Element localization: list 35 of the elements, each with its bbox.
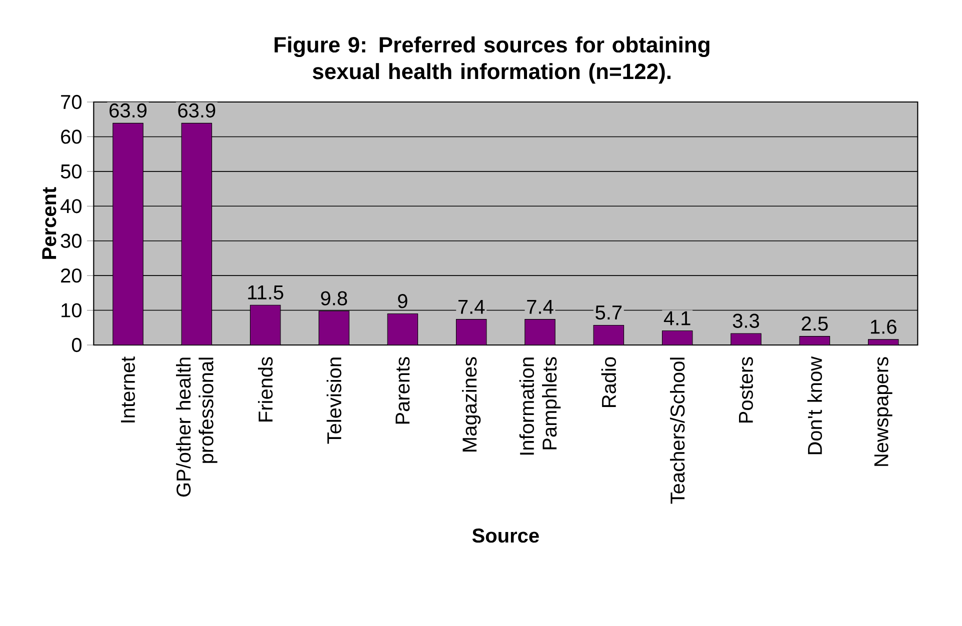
data-label: 2.5 xyxy=(802,316,828,331)
y-tick-label: 20 xyxy=(61,268,82,283)
data-label: 7.4 xyxy=(458,300,485,314)
data-label: 5.7 xyxy=(596,306,622,320)
data-label: 11.5 xyxy=(248,286,284,300)
data-label: 3.3 xyxy=(732,314,760,328)
x-tick-label: Posters xyxy=(739,357,753,423)
x-tick-label: Television xyxy=(326,358,342,444)
x-tick-label: Friends xyxy=(258,357,273,422)
x-tick-label: Radio xyxy=(601,357,616,408)
x-tick-label: Information Pamphlets xyxy=(519,357,561,455)
y-tick-label: 60 xyxy=(61,130,82,144)
y-tick-label: 10 xyxy=(62,303,82,318)
data-label: 63.9 xyxy=(110,103,147,118)
chart-title: Figure 9: Preferred sources for obtaining sexual health information (n=122). xyxy=(274,36,710,84)
data-label: 63.9 xyxy=(178,103,216,118)
y-axis-title: Percent xyxy=(42,187,56,259)
x-tick-label: Internet xyxy=(121,356,135,422)
y-tick-label: 0 xyxy=(72,338,82,352)
x-tick-label: Teachers/School xyxy=(670,358,685,504)
data-label: 4.1 xyxy=(664,311,690,326)
y-tick-label: 40 xyxy=(60,199,82,214)
y-tick-label: 70 xyxy=(61,94,82,110)
data-label: 7.4 xyxy=(527,300,554,314)
data-label: 9 xyxy=(398,294,408,308)
data-label: 9.8 xyxy=(321,291,348,306)
x-tick-label: Don't know xyxy=(807,356,822,454)
x-tick-label: Parents xyxy=(396,357,410,424)
y-tick-label: 30 xyxy=(60,234,82,248)
x-axis-title: Source xyxy=(472,528,539,543)
x-tick-label: GP/other health professional xyxy=(176,358,218,497)
y-tick-label: 50 xyxy=(60,164,82,179)
data-label: 1.6 xyxy=(870,320,896,334)
x-tick-label: Newspapers xyxy=(874,357,892,466)
x-tick-label: Magazines xyxy=(462,357,481,452)
